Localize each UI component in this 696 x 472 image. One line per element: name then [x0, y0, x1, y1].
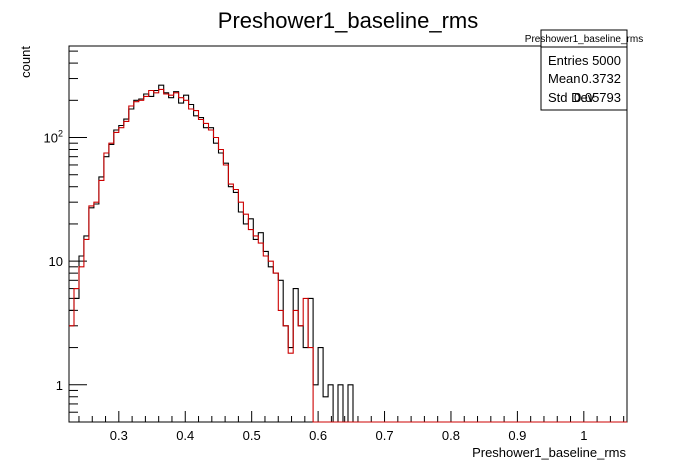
y-tick-label: 102	[44, 129, 63, 146]
histogram-series-black	[69, 84, 627, 423]
x-tick-label: 0.3	[110, 428, 128, 443]
x-tick-label: 0.4	[176, 428, 194, 443]
y-tick-label: 10	[49, 254, 63, 269]
y-axis-label: count	[18, 46, 33, 78]
x-tick-label: 0.9	[508, 428, 526, 443]
stats-entries-value: 5000	[592, 53, 621, 68]
stats-stddev-label: Std Dev	[548, 90, 595, 105]
x-tick-label: 0.8	[442, 428, 460, 443]
stats-title: Preshower1_baseline_rms	[525, 34, 643, 45]
stats-box: Preshower1_baseline_rms Entries 5000 Mea…	[525, 29, 643, 111]
x-tick-label: 0.7	[375, 428, 393, 443]
histogram-series-red	[69, 88, 627, 423]
stats-entries-label: Entries	[548, 53, 589, 68]
stats-mean-label: Mean	[548, 71, 581, 86]
x-axis-label: Preshower1_baseline_rms	[472, 445, 626, 460]
x-tick-label: 0.6	[309, 428, 327, 443]
chart-title: Preshower1_baseline_rms	[218, 8, 478, 33]
x-tick-label: 0.5	[243, 428, 261, 443]
plot-area: 0.3 0.4 0.5 0.6 0.7 0.8 0.9 1 1 10 102	[44, 45, 628, 443]
stats-mean-value: 0.3732	[581, 71, 621, 86]
x-tick-label: 1	[580, 428, 587, 443]
stats-stddev-value: 0.05793	[574, 90, 621, 105]
y-tick-label: 1	[56, 378, 63, 393]
